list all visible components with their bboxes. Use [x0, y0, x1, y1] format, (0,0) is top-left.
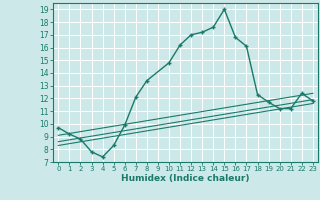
X-axis label: Humidex (Indice chaleur): Humidex (Indice chaleur) — [121, 174, 250, 183]
